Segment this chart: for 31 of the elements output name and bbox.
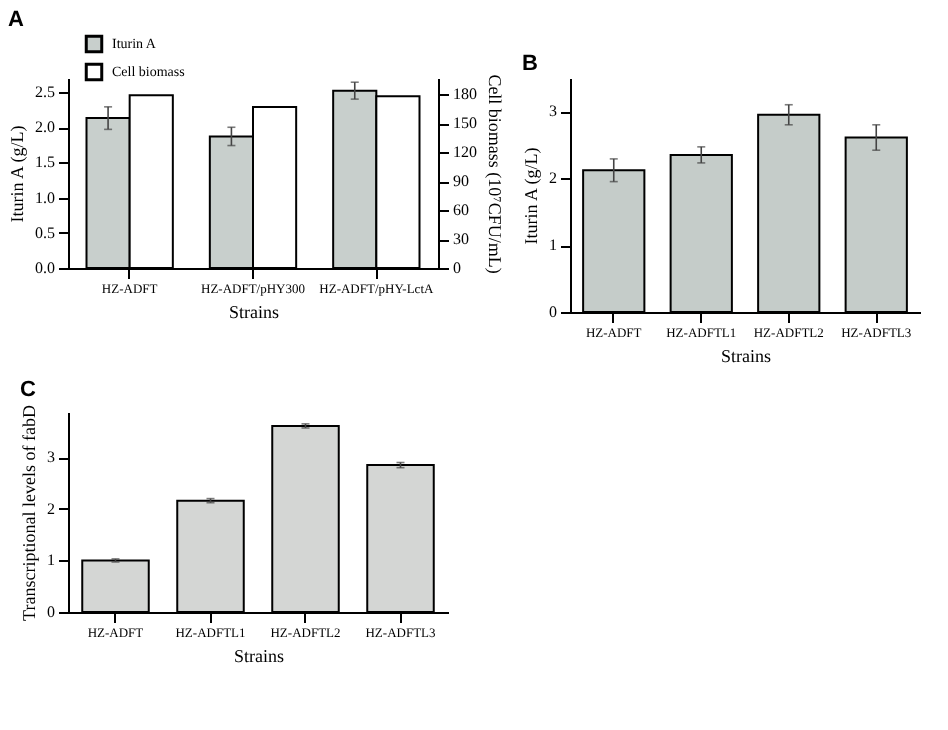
y-tick-label: 1 (549, 236, 557, 255)
chart-title: C (20, 378, 36, 403)
y-axis-title: Transcriptional levels of fabD (19, 404, 39, 621)
y-axis-title: Iturin A (g/L) (7, 125, 27, 223)
y2-tick-label: 120 (453, 143, 477, 162)
y-tick-label: 0.0 (35, 259, 55, 277)
x-axis-title: Strains (228, 302, 280, 322)
y-tick-label: 0 (47, 603, 55, 621)
y-tick-label: 1 (47, 551, 55, 570)
y2-tick-label: 0 (453, 259, 461, 277)
x-axis-title: Strains (233, 646, 285, 666)
y-tick-label: 2.5 (35, 83, 55, 102)
x-axis-title: Strains (720, 346, 772, 366)
y-tick-label: 0.5 (35, 223, 55, 242)
y-tick-label: 0 (549, 303, 557, 321)
y-tick-label: 2.0 (35, 118, 55, 137)
y-tick-label: 3 (549, 102, 557, 121)
y2-tick-label: 30 (453, 230, 469, 249)
chart-title: B (522, 52, 538, 76)
y-tick-label: 1.5 (35, 153, 55, 172)
y2-tick-label: 90 (453, 172, 469, 191)
chart-title: A (8, 8, 24, 32)
y-tick-label: 2 (47, 499, 55, 518)
y2-tick-label: 180 (453, 85, 477, 104)
y-axis-title: Iturin A (g/L) (521, 147, 541, 245)
y2-tick-label: 60 (453, 201, 469, 220)
y-tick-label: 1.0 (35, 188, 55, 207)
y-tick-label: 3 (47, 448, 55, 467)
y-tick-label: 2 (549, 169, 557, 188)
y2-tick-label: 150 (453, 114, 477, 133)
y2-axis-title: Cell biomass (10⁷CFU/mL) (485, 74, 505, 274)
